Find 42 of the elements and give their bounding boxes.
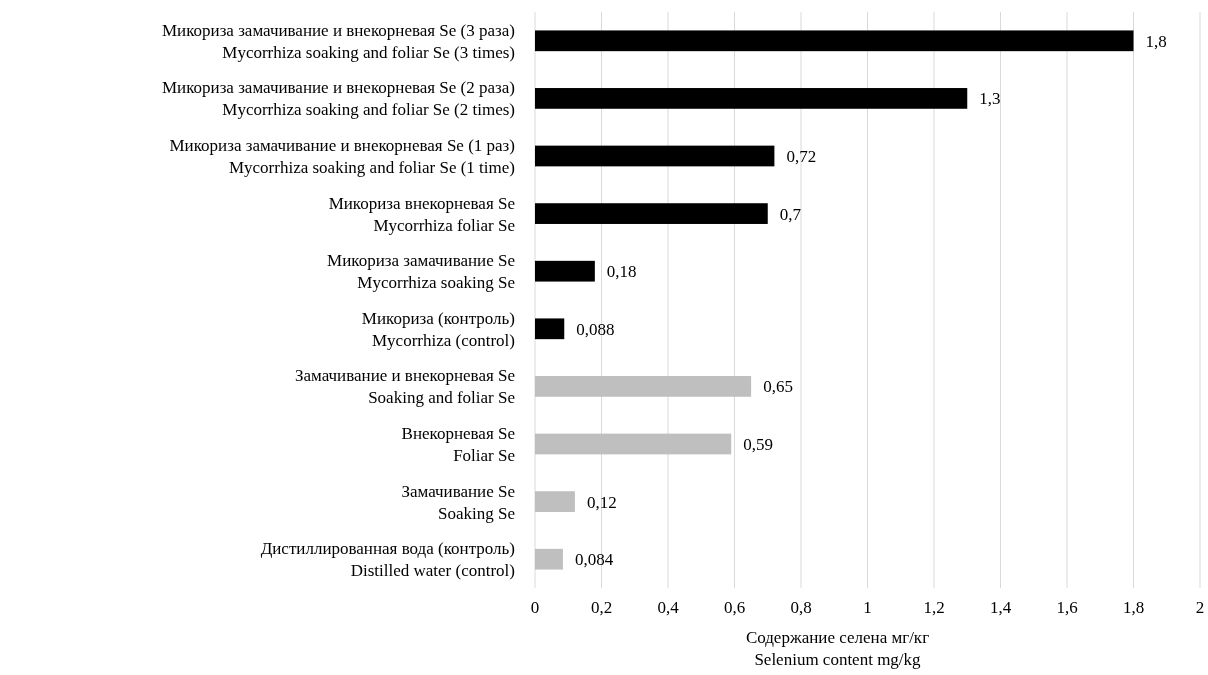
y-tick-label: Дистиллированная вода (контроль) Distilled water (control)	[260, 539, 515, 581]
y-tick-label: Микориза (контроль) Mycorrhiza (control)	[361, 308, 515, 350]
x-tick-label: 1,2	[923, 598, 945, 617]
y-tick-label: Замачивание и внекорневая Se Soaking and foliar Se	[294, 366, 515, 408]
x-tick-label: 0	[530, 598, 540, 617]
bar	[535, 145, 775, 167]
data-label: 0,18	[606, 262, 637, 282]
bar	[535, 318, 565, 340]
bar	[535, 203, 768, 224]
bar	[535, 376, 752, 397]
bar	[535, 30, 1134, 52]
x-tick-label: 2	[1195, 598, 1205, 617]
data-label: 0,65	[763, 377, 793, 397]
x-tick-label: 0,4	[657, 598, 680, 617]
data-label: 0,72	[786, 147, 817, 166]
data-label: 0,084	[574, 550, 614, 570]
bar	[535, 88, 968, 109]
y-tick-label: Замачивание Se Soaking Se	[401, 481, 515, 523]
x-tick-label: 0,2	[590, 598, 613, 617]
x-tick-label: 1,4	[989, 598, 1012, 617]
data-label: 1,3	[979, 89, 1001, 109]
y-tick-label: Микориза внекорневая Se Mycorrhiza foliar Se	[328, 193, 515, 235]
bar	[535, 260, 595, 282]
x-tick-label: 0,6	[723, 598, 746, 617]
bar	[535, 491, 575, 512]
x-tick-label: 1	[863, 598, 872, 617]
y-tick-label: Микориза замачивание и внекорневая Se (1 раз) Mycorrhiza soaking and foliar Se (1 time)	[169, 136, 515, 177]
x-axis-title: Содержание селена мг/кг Selenium content mg/kg	[745, 628, 930, 669]
x-tick-label: 0,8	[790, 598, 812, 617]
bar	[535, 548, 563, 570]
x-tick-label: 1,6	[1056, 598, 1078, 617]
data-label: 0,088	[576, 319, 615, 339]
data-label: 1,8	[1145, 31, 1167, 51]
y-tick-label: Микориза замачивание и внекорневая Se (3 раза) Mycorrhiza soaking and foliar Se (3 times)	[161, 20, 515, 62]
data-label: 0,7	[779, 204, 802, 224]
bar	[535, 433, 732, 455]
y-tick-label: Микориза замачивание Se Mycorrhiza soaking Se	[327, 251, 515, 293]
y-tick-label: Внекорневая Se Foliar Se	[401, 424, 515, 465]
data-label: 0,12	[586, 492, 617, 512]
x-tick-label: 1,8	[1122, 598, 1145, 617]
data-label: 0,59	[743, 435, 773, 454]
y-tick-label: Микориза замачивание и внекорневая Se (2 раза) Mycorrhiza soaking and foliar Se (2 times)	[161, 78, 515, 120]
